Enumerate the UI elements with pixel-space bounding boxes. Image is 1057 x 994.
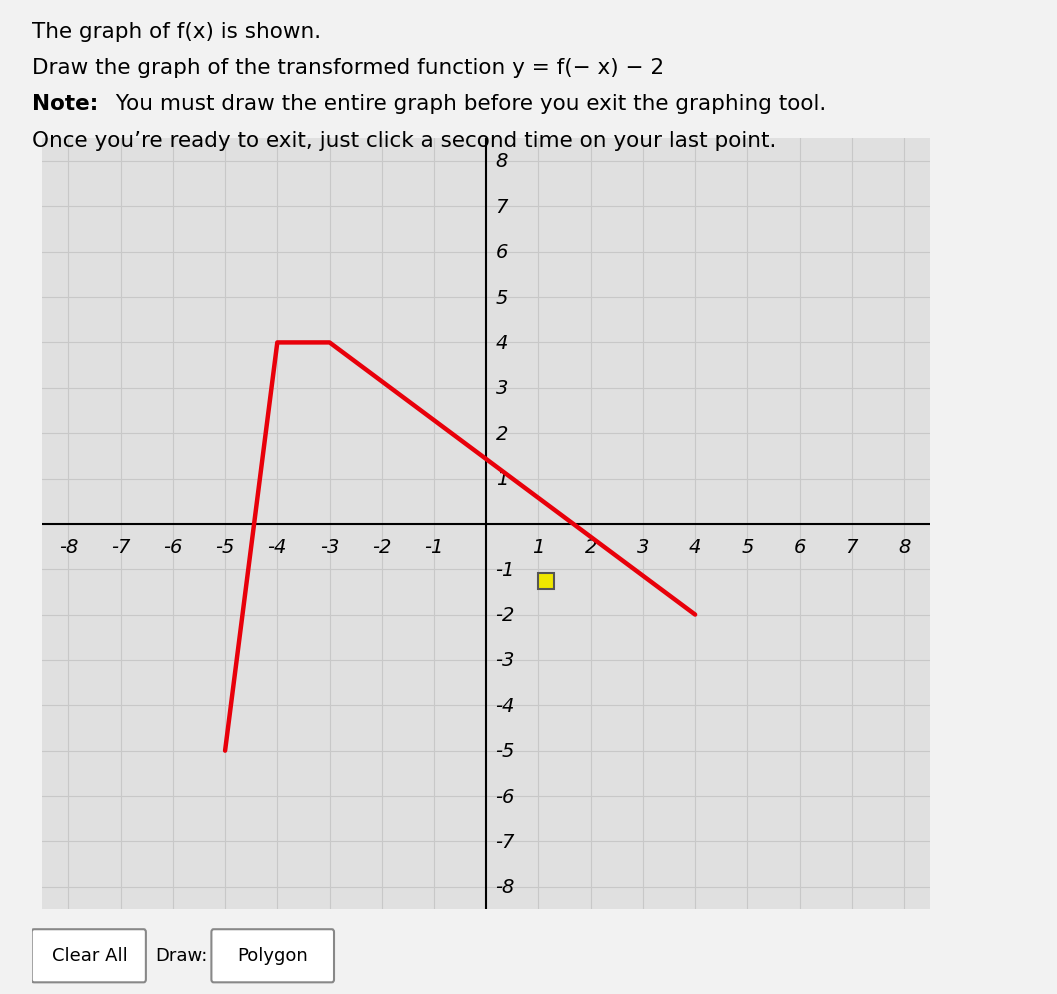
Text: 6: 6 (794, 538, 805, 557)
Text: 3: 3 (496, 379, 508, 398)
Text: You must draw the entire graph before you exit the graphing tool.: You must draw the entire graph before yo… (109, 93, 827, 113)
Text: -6: -6 (163, 538, 183, 557)
Text: 1: 1 (496, 469, 508, 488)
Text: Draw the graph of the transformed function y = f(− x) − 2: Draw the graph of the transformed functi… (32, 58, 664, 78)
Text: -8: -8 (59, 538, 78, 557)
Text: 3: 3 (636, 538, 649, 557)
Text: Polygon: Polygon (238, 946, 308, 964)
Text: -5: -5 (216, 538, 235, 557)
Text: 1: 1 (533, 538, 544, 557)
Text: -2: -2 (372, 538, 391, 557)
Text: -6: -6 (496, 786, 515, 806)
FancyBboxPatch shape (32, 929, 146, 982)
Text: 2: 2 (496, 424, 508, 443)
Text: -5: -5 (496, 742, 515, 760)
Text: -8: -8 (496, 878, 515, 897)
Text: Note:: Note: (32, 93, 98, 113)
Text: 2: 2 (585, 538, 597, 557)
Text: Clear All: Clear All (52, 946, 128, 964)
Text: 4: 4 (496, 334, 508, 353)
Text: 8: 8 (496, 152, 508, 171)
Text: 7: 7 (846, 538, 858, 557)
Text: 7: 7 (496, 198, 508, 217)
Text: 5: 5 (496, 288, 508, 307)
Text: 4: 4 (689, 538, 702, 557)
Text: -4: -4 (496, 696, 515, 715)
Text: -2: -2 (496, 605, 515, 624)
Text: -1: -1 (424, 538, 444, 557)
Text: -3: -3 (496, 651, 515, 670)
Text: Once you’re ready to exit, just click a second time on your last point.: Once you’re ready to exit, just click a … (32, 131, 776, 151)
FancyBboxPatch shape (211, 929, 334, 982)
Text: 5: 5 (741, 538, 754, 557)
Text: -3: -3 (320, 538, 339, 557)
Text: 6: 6 (496, 243, 508, 262)
Text: The graph of f(x) is shown.: The graph of f(x) is shown. (32, 22, 321, 42)
Text: -4: -4 (267, 538, 288, 557)
Text: -7: -7 (496, 832, 515, 851)
Text: -7: -7 (111, 538, 130, 557)
Text: Draw:: Draw: (155, 946, 208, 964)
Text: 8: 8 (897, 538, 910, 557)
Text: -1: -1 (496, 561, 515, 580)
